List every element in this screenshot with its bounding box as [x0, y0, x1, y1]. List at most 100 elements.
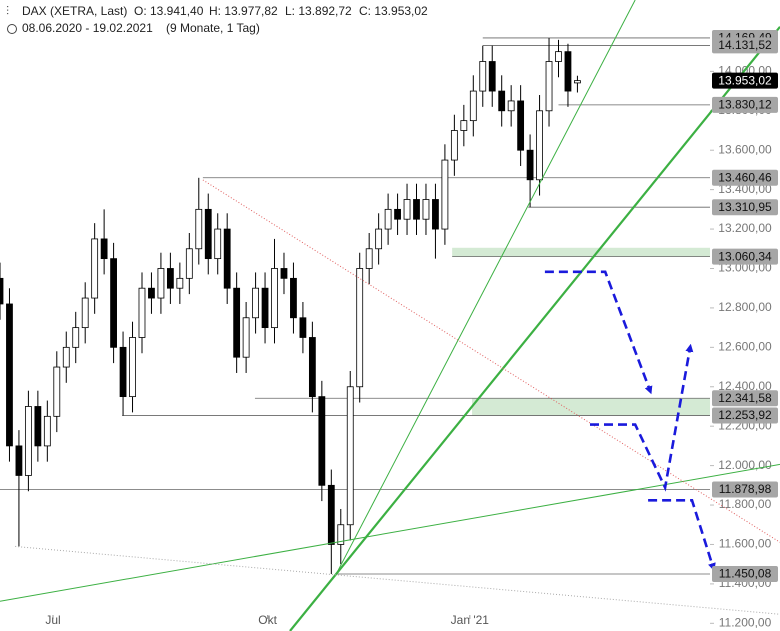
candle-body — [34, 406, 42, 447]
candle-body — [0, 277, 4, 305]
y-tick-label: 12.000,00 — [718, 458, 772, 472]
y-tick-label: 11.800,00 — [719, 497, 772, 511]
forecast-arrow — [544, 270, 653, 395]
candle-body — [564, 51, 572, 92]
candle-body — [555, 51, 562, 62]
price-tag — [712, 96, 778, 113]
zone — [452, 247, 710, 257]
y-tick-label: 12.800,00 — [718, 300, 772, 314]
candle-body — [365, 248, 373, 269]
candle-body — [299, 317, 307, 338]
y-tick-label: 12.600,00 — [718, 340, 772, 354]
candle-body — [517, 100, 525, 151]
header-bg — [0, 0, 440, 38]
candle-body — [271, 268, 278, 329]
candle-body — [176, 277, 184, 289]
candle-body — [91, 238, 99, 299]
ohlc-open: O: 13.941,40 — [134, 4, 204, 18]
y-tick-label: 13.600,00 — [718, 142, 772, 156]
period: (9 Monate, 1 Tag) — [166, 21, 260, 35]
candle-body — [204, 208, 212, 260]
candle-body — [432, 199, 439, 230]
candle-body — [110, 258, 117, 348]
candle-body — [488, 61, 496, 92]
candle-body — [290, 277, 297, 319]
price-tag — [712, 199, 778, 216]
y-tick-label: 11.200,00 — [719, 615, 772, 629]
forecast-arrow — [590, 343, 694, 492]
x-tick-label: Okt — [258, 613, 277, 627]
candle-body — [233, 287, 241, 358]
price-tag-label: 11.450,08 — [719, 567, 772, 581]
candle-body — [185, 248, 193, 279]
candle-body — [327, 484, 335, 545]
price-tag — [712, 390, 778, 407]
candle-body — [545, 61, 553, 112]
candle-body — [574, 80, 581, 84]
price-tag — [712, 248, 778, 265]
candle-body — [166, 268, 174, 289]
trend-line — [334, 0, 636, 577]
candle-body — [15, 445, 23, 476]
candle-body — [62, 346, 70, 368]
ohlc-close: C: 13.953,02 — [359, 4, 428, 18]
candle-body — [318, 396, 326, 486]
candle-body — [252, 287, 259, 319]
ohlc-low: L: 13.892,72 — [285, 4, 352, 18]
forecast-arrow — [648, 499, 716, 572]
candle-body — [195, 208, 203, 250]
x-tick-label: Jul — [45, 613, 60, 627]
candle-body — [261, 287, 269, 329]
clock-icon — [7, 24, 17, 34]
price-tag-label: 13.953,02 — [718, 73, 772, 87]
candle-body — [346, 386, 354, 526]
candle-body — [536, 110, 543, 181]
zone — [472, 398, 710, 416]
y-tick-label: 13.200,00 — [718, 221, 772, 235]
candle-body — [148, 287, 155, 299]
candle-body — [403, 199, 411, 220]
trend-line — [15, 545, 780, 615]
chart-title: DAX (XETRA, Last) — [22, 4, 127, 18]
candle-body — [223, 228, 231, 289]
candle-body — [43, 415, 51, 447]
chart-icon: ⫶ — [6, 4, 9, 18]
candle-body — [422, 199, 430, 220]
candle-body — [280, 268, 288, 279]
candle-body — [53, 366, 61, 417]
candle-body — [308, 337, 316, 398]
candle-body — [450, 130, 458, 161]
price-tag — [712, 169, 778, 186]
y-tick-label: 11.600,00 — [719, 537, 772, 551]
candle-body — [242, 317, 250, 358]
candle-body — [356, 268, 364, 388]
y-tick-label: 12.400,00 — [718, 379, 772, 393]
candle-body — [138, 287, 146, 338]
candle-body — [526, 149, 534, 181]
candle-body — [119, 346, 127, 398]
x-tick-label: Jan '21 — [451, 613, 490, 627]
candle-body — [6, 303, 13, 447]
candle-body — [375, 228, 383, 250]
price-tag-label: 13.310,95 — [718, 200, 772, 214]
candle-body — [469, 90, 477, 122]
candle-body — [460, 120, 468, 131]
candle-body — [129, 337, 136, 398]
date-range: 08.06.2020 - 19.02.2021 — [22, 21, 153, 35]
price-tag-label: 13.460,46 — [718, 170, 772, 184]
candle-body — [157, 268, 165, 299]
price-tag — [712, 72, 778, 89]
price-tag — [712, 481, 778, 498]
trend-line — [202, 179, 780, 543]
candle-body — [100, 238, 108, 260]
candle-body — [337, 524, 345, 545]
price-tag — [712, 407, 778, 424]
candle-body — [384, 208, 392, 230]
ohlc-high: H: 13.977,82 — [209, 4, 278, 18]
price-tag — [712, 37, 778, 54]
price-tag-label: 13.830,12 — [718, 98, 772, 112]
price-tag-label: 13.060,34 — [718, 249, 772, 263]
price-tag-label: 12.341,58 — [718, 391, 772, 405]
